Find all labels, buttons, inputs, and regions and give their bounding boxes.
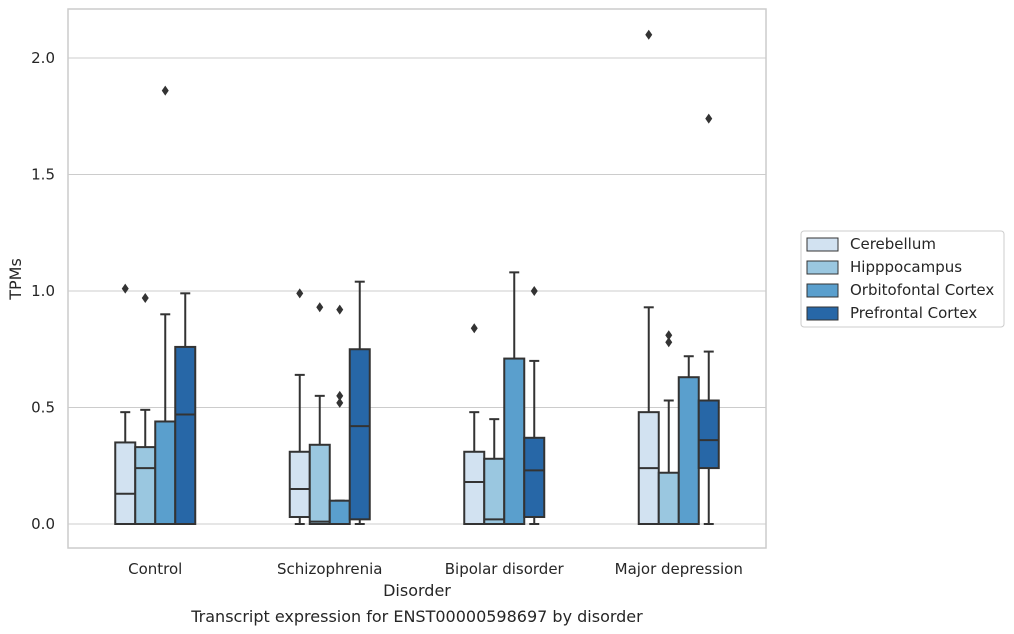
- x-tick-label: Bipolar disorder: [445, 560, 565, 578]
- box-group: [308, 302, 331, 525]
- outlier-point: [161, 85, 169, 96]
- box: [288, 450, 311, 519]
- box: [328, 499, 351, 526]
- outlier-point: [141, 292, 149, 303]
- outlier-point: [336, 390, 344, 401]
- box: [503, 357, 526, 525]
- y-tick-label: 2.0: [31, 49, 55, 67]
- outlier-point: [121, 283, 129, 294]
- outlier-point: [665, 330, 673, 341]
- legend-swatch: [806, 306, 839, 321]
- chart-caption: Transcript expression for ENST0000059869…: [190, 607, 643, 626]
- box: [154, 420, 177, 526]
- x-tick-labels: Control Schizophrenia Bipolar disorder Majo…: [128, 560, 743, 578]
- legend-label: Prefrontal Cortex: [850, 304, 977, 322]
- outlier-point: [530, 286, 538, 296]
- legend-label: Cerebellum: [850, 235, 936, 253]
- legend-swatch: [806, 237, 839, 252]
- plot-frame: [67, 8, 767, 549]
- box: [134, 446, 157, 525]
- box-group: [503, 271, 526, 525]
- legend-label: Hipppocampus: [850, 258, 962, 276]
- outlier-point: [665, 337, 673, 348]
- y-tick-labels: 0.0 0.5 1.0 1.5 2.0: [31, 49, 55, 533]
- legend: Cerebellum Hipppocampus Orbitofontal Corte…: [800, 230, 1005, 328]
- legend-swatch: [806, 260, 839, 275]
- box: [308, 443, 331, 525]
- box: [697, 399, 720, 470]
- box-group: [463, 323, 486, 525]
- y-tick-label: 1.5: [31, 166, 55, 184]
- box-group: [154, 85, 177, 526]
- y-tick-label: 0.0: [31, 515, 55, 533]
- box: [677, 376, 700, 525]
- box-group: [134, 292, 157, 525]
- x-tick-label: Schizophrenia: [277, 560, 382, 578]
- outlier-point: [470, 323, 478, 334]
- y-tick-label: 1.0: [31, 282, 55, 300]
- box-group: [677, 355, 700, 525]
- box: [348, 348, 371, 521]
- outlier-point: [336, 397, 344, 408]
- x-tick-label: Control: [128, 560, 182, 578]
- box-series: [114, 29, 720, 526]
- box: [483, 457, 506, 526]
- outlier-point: [336, 304, 344, 315]
- outlier-point: [705, 113, 713, 124]
- outlier-point: [316, 302, 324, 313]
- box: [523, 436, 546, 519]
- legend-swatch: [806, 283, 839, 298]
- box-group: [483, 418, 506, 526]
- box: [114, 441, 137, 526]
- outlier-point: [296, 288, 304, 299]
- box: [463, 450, 486, 525]
- legend-frame: [800, 230, 1005, 328]
- outlier-point: [645, 29, 653, 40]
- box-group: [174, 292, 197, 526]
- box-group: [114, 283, 137, 526]
- box-group: [328, 304, 351, 526]
- box: [657, 471, 680, 525]
- box-group: [697, 113, 720, 525]
- y-axis-title: TPMs: [6, 258, 25, 301]
- box-group: [637, 29, 660, 525]
- plot-border: [67, 8, 767, 549]
- box-group: [657, 330, 680, 525]
- y-tick-label: 0.5: [31, 399, 55, 417]
- legend-label: Orbitofontal Cortex: [850, 281, 994, 299]
- x-axis-title: Disorder: [383, 581, 451, 600]
- box-group: [348, 280, 371, 525]
- box: [174, 345, 197, 526]
- box-group: [288, 288, 311, 525]
- x-tick-label: Major depression: [615, 560, 743, 578]
- box-group: [523, 286, 546, 525]
